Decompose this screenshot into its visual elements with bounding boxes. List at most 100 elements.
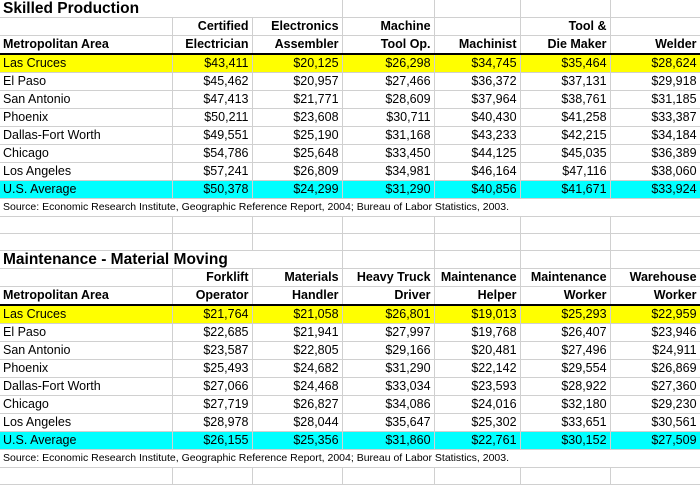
skilled-column-header-top[interactable]: Tool & (520, 17, 611, 36)
salary-cell[interactable]: $40,430 (434, 108, 521, 127)
salary-cell[interactable]: $30,152 (520, 431, 611, 450)
maintenance-column-header-top[interactable]: Maintenance (520, 268, 611, 287)
empty-cell[interactable] (610, 0, 700, 18)
maintenance-source-note[interactable]: Source: Economic Research Institute, Geo… (0, 449, 700, 468)
salary-cell[interactable]: $33,034 (342, 377, 435, 396)
salary-cell[interactable]: $23,587 (172, 341, 253, 360)
salary-cell[interactable]: $26,801 (342, 305, 435, 324)
empty-cell[interactable] (0, 216, 173, 234)
metro-area-cell[interactable]: Phoenix (0, 108, 173, 127)
salary-cell[interactable]: $26,407 (520, 323, 611, 342)
salary-cell[interactable]: $23,608 (252, 108, 343, 127)
salary-cell[interactable]: $50,378 (172, 180, 253, 199)
salary-cell[interactable]: $28,978 (172, 413, 253, 432)
salary-cell[interactable]: $28,624 (610, 54, 700, 73)
salary-cell[interactable]: $25,293 (520, 305, 611, 324)
salary-cell[interactable]: $23,593 (434, 377, 521, 396)
salary-cell[interactable]: $41,258 (520, 108, 611, 127)
salary-cell[interactable]: $54,786 (172, 144, 253, 163)
maintenance-column-header[interactable]: Helper (434, 286, 521, 306)
metro-area-cell[interactable]: Las Cruces (0, 305, 173, 324)
salary-cell[interactable]: $47,413 (172, 90, 253, 109)
salary-cell[interactable]: $44,125 (434, 144, 521, 163)
salary-cell[interactable]: $26,155 (172, 431, 253, 450)
salary-cell[interactable]: $34,184 (610, 126, 700, 145)
maintenance-column-header[interactable]: Worker (610, 286, 700, 306)
salary-cell[interactable]: $33,651 (520, 413, 611, 432)
maintenance-column-header[interactable]: Operator (172, 286, 253, 306)
salary-cell[interactable]: $25,190 (252, 126, 343, 145)
empty-cell[interactable] (434, 233, 521, 251)
salary-cell[interactable]: $28,922 (520, 377, 611, 396)
skilled-column-header-top[interactable]: Machine (342, 17, 435, 36)
salary-cell[interactable]: $43,411 (172, 54, 253, 73)
salary-cell[interactable]: $49,551 (172, 126, 253, 145)
salary-cell[interactable]: $22,805 (252, 341, 343, 360)
salary-cell[interactable]: $27,719 (172, 395, 253, 414)
salary-cell[interactable]: $19,013 (434, 305, 521, 324)
empty-cell[interactable] (610, 233, 700, 251)
salary-cell[interactable]: $31,860 (342, 431, 435, 450)
metro-area-cell[interactable]: Chicago (0, 144, 173, 163)
empty-cell[interactable] (610, 216, 700, 234)
salary-cell[interactable]: $34,745 (434, 54, 521, 73)
salary-cell[interactable]: $22,685 (172, 323, 253, 342)
salary-cell[interactable]: $45,035 (520, 144, 611, 163)
empty-cell[interactable] (434, 467, 521, 485)
salary-cell[interactable]: $26,869 (610, 359, 700, 378)
maintenance-column-header[interactable]: Worker (520, 286, 611, 306)
empty-cell[interactable] (342, 250, 435, 269)
salary-cell[interactable]: $43,233 (434, 126, 521, 145)
salary-cell[interactable]: $57,241 (172, 162, 253, 181)
salary-cell[interactable]: $24,468 (252, 377, 343, 396)
salary-cell[interactable]: $47,116 (520, 162, 611, 181)
salary-cell[interactable]: $25,302 (434, 413, 521, 432)
salary-cell[interactable]: $27,066 (172, 377, 253, 396)
empty-cell[interactable] (434, 250, 521, 269)
salary-cell[interactable]: $27,466 (342, 72, 435, 91)
salary-cell[interactable]: $24,299 (252, 180, 343, 199)
salary-cell[interactable]: $36,372 (434, 72, 521, 91)
salary-cell[interactable]: $25,648 (252, 144, 343, 163)
salary-cell[interactable]: $31,290 (342, 180, 435, 199)
salary-cell[interactable]: $23,946 (610, 323, 700, 342)
metro-area-cell[interactable]: Dallas-Fort Worth (0, 377, 173, 396)
maintenance-column-header[interactable]: Driver (342, 286, 435, 306)
salary-cell[interactable]: $27,360 (610, 377, 700, 396)
salary-cell[interactable]: $28,609 (342, 90, 435, 109)
salary-cell[interactable]: $36,389 (610, 144, 700, 163)
maintenance-column-header-top[interactable]: Materials (252, 268, 343, 287)
salary-cell[interactable]: $37,131 (520, 72, 611, 91)
empty-cell[interactable] (252, 467, 343, 485)
skilled-column-header-top[interactable]: Electronics (252, 17, 343, 36)
salary-cell[interactable]: $27,496 (520, 341, 611, 360)
salary-cell[interactable]: $24,016 (434, 395, 521, 414)
salary-cell[interactable]: $31,290 (342, 359, 435, 378)
maintenance-column-header-top[interactable] (0, 268, 173, 287)
salary-cell[interactable]: $45,462 (172, 72, 253, 91)
skilled-column-header-top[interactable] (610, 17, 700, 36)
maintenance-column-header-top[interactable]: Heavy Truck (342, 268, 435, 287)
skilled-column-header[interactable]: Tool Op. (342, 35, 435, 55)
metro-area-cell[interactable]: U.S. Average (0, 180, 173, 199)
skilled-column-header[interactable]: Machinist (434, 35, 521, 55)
salary-cell[interactable]: $26,827 (252, 395, 343, 414)
salary-cell[interactable]: $22,142 (434, 359, 521, 378)
salary-cell[interactable]: $50,211 (172, 108, 253, 127)
skilled-column-header[interactable]: Metropolitan Area (0, 35, 173, 55)
empty-cell[interactable] (434, 216, 521, 234)
metro-area-cell[interactable]: San Antonio (0, 90, 173, 109)
skilled-section-title[interactable]: Skilled Production (0, 0, 343, 18)
empty-cell[interactable] (342, 467, 435, 485)
empty-cell[interactable] (0, 233, 173, 251)
empty-cell[interactable] (520, 0, 611, 18)
salary-cell[interactable]: $38,761 (520, 90, 611, 109)
maintenance-section-title[interactable]: Maintenance - Material Moving (0, 250, 343, 269)
skilled-column-header-top[interactable] (0, 17, 173, 36)
metro-area-cell[interactable]: Los Angeles (0, 413, 173, 432)
salary-cell[interactable]: $21,941 (252, 323, 343, 342)
salary-cell[interactable]: $41,671 (520, 180, 611, 199)
salary-cell[interactable]: $22,761 (434, 431, 521, 450)
salary-cell[interactable]: $31,168 (342, 126, 435, 145)
salary-cell[interactable]: $35,647 (342, 413, 435, 432)
